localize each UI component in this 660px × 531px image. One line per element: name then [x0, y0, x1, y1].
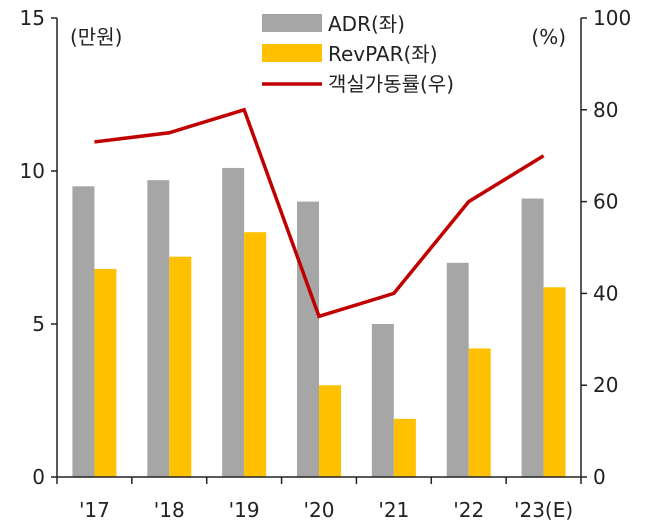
- right-tick-label: 20: [593, 373, 618, 397]
- left-axis-ticks: 0 5 10 15: [20, 6, 57, 489]
- bars-layer: [72, 167, 566, 478]
- legend-label-2: 객실가동률(우): [328, 72, 454, 96]
- x-tick-label: '18: [154, 498, 185, 522]
- bar-revpar-6: [543, 287, 566, 477]
- bar-adr-1: [147, 180, 170, 477]
- x-axis-ticks: '17 '18 '19 '20 '21 '22 '23(E): [56, 477, 582, 522]
- line-layer: [94, 107, 545, 319]
- x-tick-label: '20: [304, 498, 335, 522]
- bar-revpar-0: [94, 268, 117, 477]
- left-tick-label: 10: [20, 159, 45, 183]
- left-tick-label: 5: [32, 312, 45, 336]
- occupancy-line: [94, 107, 545, 319]
- x-tick-label: '23(E): [514, 498, 573, 522]
- bar-revpar-1: [169, 256, 192, 477]
- right-tick-label: 60: [593, 190, 618, 214]
- bar-adr-2: [222, 167, 245, 477]
- left-tick-label: 15: [20, 6, 45, 30]
- legend-label-1: RevPAR(좌): [328, 42, 438, 66]
- left-axis-unit: (만원): [70, 25, 122, 49]
- right-axis-unit: (%): [531, 25, 566, 49]
- bar-revpar-2: [244, 232, 267, 477]
- bar-adr-4: [371, 324, 394, 477]
- bar-adr-5: [446, 262, 469, 477]
- bar-revpar-3: [319, 385, 341, 477]
- bar-revpar-5: [468, 348, 491, 477]
- right-tick-label: 80: [593, 98, 618, 122]
- legend-label-0: ADR(좌): [328, 12, 405, 36]
- x-tick-label: '17: [79, 498, 110, 522]
- legend: ADR(좌) RevPAR(좌) 객실가동률(우): [262, 12, 454, 96]
- legend-swatch-1: [262, 44, 322, 62]
- bar-revpar-4: [393, 418, 416, 477]
- left-tick-label: 0: [32, 465, 45, 489]
- right-tick-label: 40: [593, 281, 618, 305]
- bar-adr-3: [297, 201, 319, 477]
- legend-swatch-0: [262, 14, 322, 32]
- bar-adr-6: [521, 198, 544, 478]
- x-tick-label: '19: [229, 498, 260, 522]
- right-tick-label: 100: [593, 6, 631, 30]
- x-tick-label: '21: [378, 498, 409, 522]
- x-tick-label: '22: [453, 498, 484, 522]
- right-tick-label: 0: [593, 465, 606, 489]
- bar-adr-0: [72, 186, 95, 478]
- right-axis-ticks: 0 20 40 60 80 100: [581, 6, 631, 489]
